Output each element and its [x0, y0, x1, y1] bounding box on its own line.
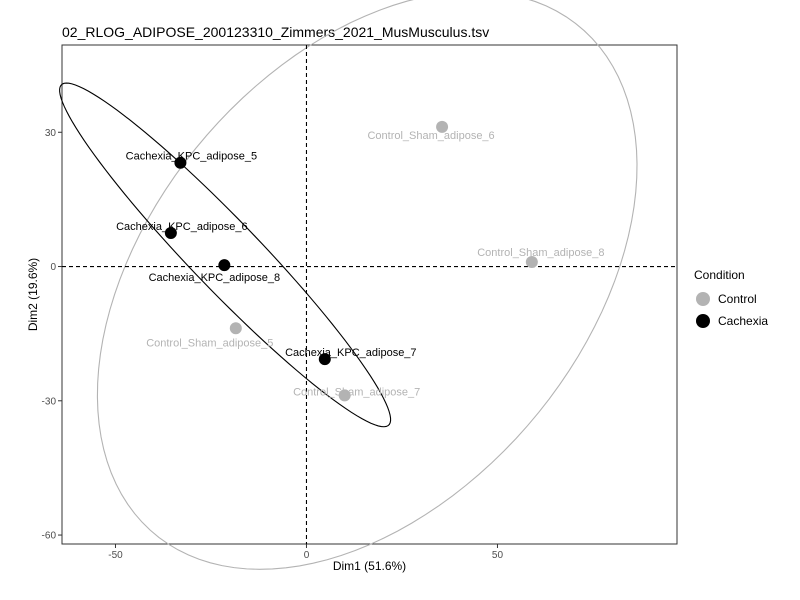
- y-axis-title: Dim2 (19.6%): [26, 258, 40, 331]
- data-point: [436, 120, 449, 133]
- y-tick-label: 30: [45, 128, 57, 139]
- data-point: [318, 353, 331, 366]
- point-label: Cachexia_KPC_adipose_8: [149, 272, 280, 284]
- legend-item-control: Control: [694, 288, 768, 310]
- y-tick-label: -30: [42, 396, 57, 407]
- point-label: Control_Sham_adipose_7: [293, 386, 420, 398]
- ellipse-cachexia: [59, 82, 392, 428]
- chart-title: 02_RLOG_ADIPOSE_200123310_Zimmers_2021_M…: [62, 24, 490, 40]
- y-tick-label: -60: [42, 531, 57, 542]
- data-point: [164, 226, 177, 239]
- data-point: [174, 156, 187, 169]
- point-label: Cachexia_KPC_adipose_7: [285, 347, 416, 359]
- plot-panel-border: [61, 44, 678, 545]
- x-tick-label: 50: [492, 550, 504, 561]
- legend-key: [696, 314, 710, 328]
- x-axis-title: Dim1 (51.6%): [333, 559, 406, 573]
- point-label: Cachexia_KPC_adipose_6: [116, 221, 247, 233]
- ellipse-control: [96, 0, 638, 570]
- legend: Condition Control Cachexia: [694, 268, 768, 332]
- point-label: Control_Sham_adipose_5: [146, 337, 273, 349]
- point-label: Cachexia_KPC_adipose_5: [126, 151, 257, 163]
- data-point: [218, 259, 231, 272]
- y-tick-label: 0: [50, 262, 56, 273]
- legend-key: [696, 292, 710, 306]
- point-label: Control_Sham_adipose_6: [367, 130, 494, 142]
- data-point: [229, 322, 242, 335]
- legend-item-cachexia: Cachexia: [694, 310, 768, 332]
- data-point: [338, 389, 351, 402]
- legend-label: Control: [718, 292, 757, 306]
- x-tick-label: 0: [304, 550, 310, 561]
- point-label: Control_Sham_adipose_8: [477, 247, 604, 259]
- data-point: [525, 256, 538, 269]
- x-tick-label: -50: [108, 550, 123, 561]
- legend-title: Condition: [694, 268, 745, 282]
- legend-label: Cachexia: [718, 314, 769, 328]
